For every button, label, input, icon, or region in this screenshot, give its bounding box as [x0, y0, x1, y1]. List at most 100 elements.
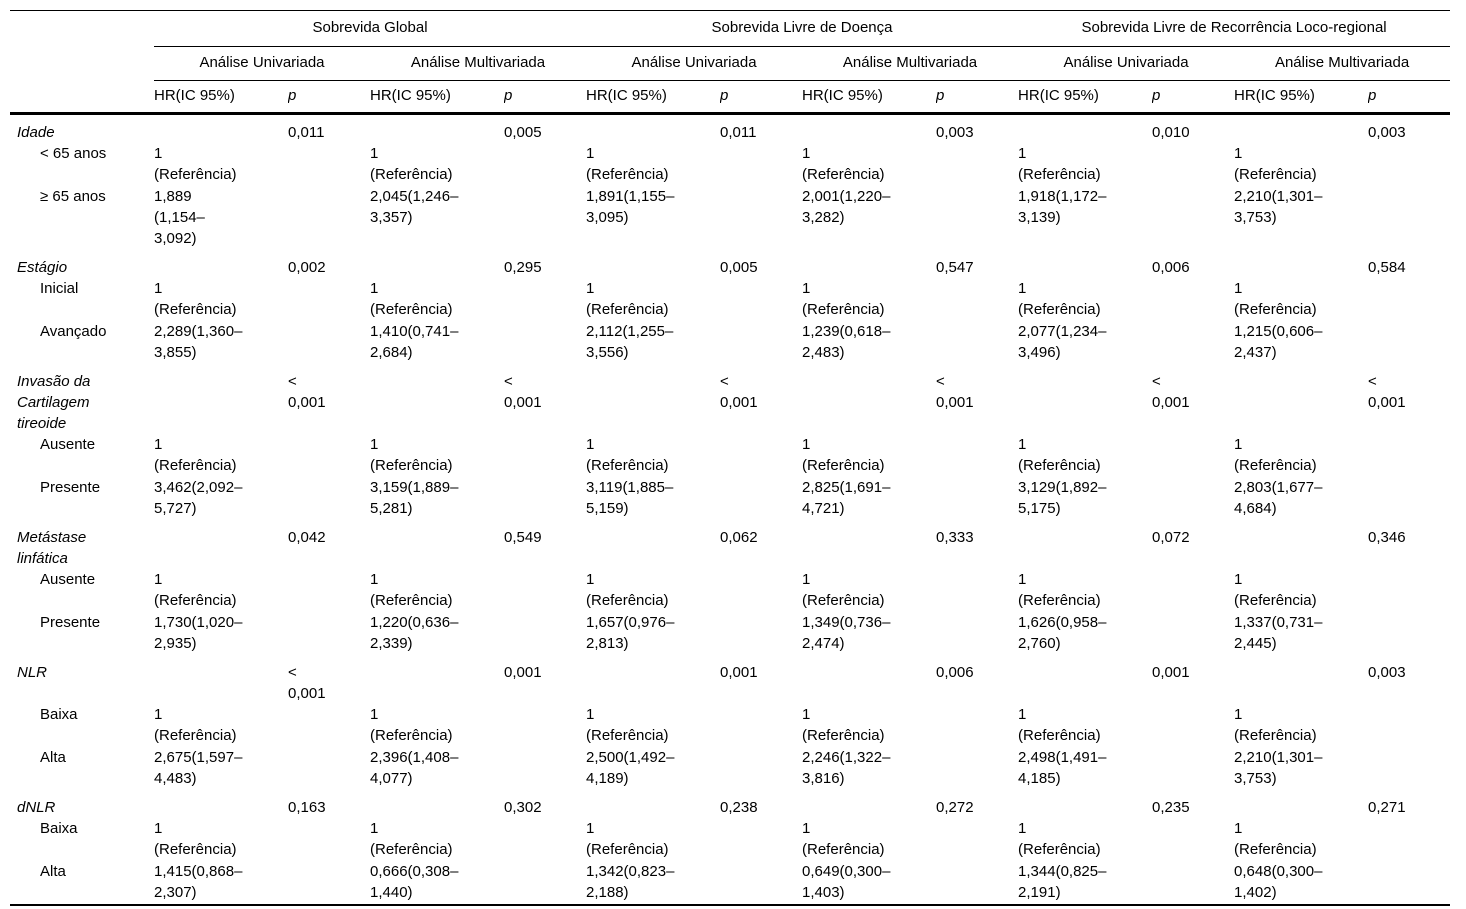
p-empty-cell — [288, 434, 370, 477]
hr-empty-cell — [586, 520, 720, 569]
hr-empty-cell — [370, 655, 504, 704]
p-empty-cell — [1152, 143, 1234, 186]
p-value-cell: 0,163 — [288, 799, 326, 816]
p-value-cell: 0,001 — [504, 664, 542, 681]
level-row: Avançado 2,289(1,360– 3,855) 1,410(0,741– … — [10, 321, 1450, 364]
p-empty-cell — [720, 186, 802, 250]
level-row: Ausente 1 (Referência) 1 (Referência) 1 (Re… — [10, 569, 1450, 612]
p-empty-cell — [1152, 477, 1234, 520]
p-empty-cell — [936, 861, 1018, 905]
group-header-row: Sobrevida Global Sobrevida Livre de Doen… — [10, 10, 1451, 47]
level-row: Baixa 1 (Referência) 1 (Referência) 1 (Refe… — [10, 818, 1450, 861]
level-label: Inicial — [40, 280, 79, 297]
p-empty-cell — [288, 818, 370, 861]
p-value-cell: 0,011 — [720, 124, 757, 141]
hr-column-header: HR(IC 95%) — [1018, 80, 1153, 115]
survival-analysis-table: Sobrevida Global Sobrevida Livre de Doen… — [10, 10, 1451, 906]
level-label: Presente — [40, 614, 101, 631]
column-header-row: HR(IC 95%) p HR(IC 95%) p HR(IC 95%) p H… — [10, 80, 1451, 115]
hr-value-cell: 2,246(1,322– 3,816) — [802, 749, 891, 787]
p-empty-cell — [1152, 434, 1234, 477]
analysis-header-row: Análise Univariada Análise Multivariada … — [10, 46, 1451, 81]
hr-empty-cell — [154, 364, 288, 434]
p-value-cell: 0,005 — [504, 124, 542, 141]
hr-value-cell: 1 (Referência) — [1018, 820, 1101, 858]
p-empty-cell — [1368, 186, 1450, 250]
analysis-header-multivariate: Análise Multivariada — [1234, 46, 1451, 81]
hr-value-cell: 1,239(0,618– 2,483) — [802, 323, 891, 361]
p-empty-cell — [1152, 747, 1234, 790]
p-empty-cell — [936, 321, 1018, 364]
stub-cell — [10, 11, 154, 47]
p-value-cell: 0,003 — [1368, 124, 1406, 141]
level-row: Baixa 1 (Referência) 1 (Referência) 1 (Refe… — [10, 704, 1450, 747]
hr-value-cell: 2,675(1,597– 4,483) — [154, 749, 243, 787]
hr-value-cell: 2,803(1,677– 4,684) — [1234, 479, 1323, 517]
hr-empty-cell — [1018, 250, 1152, 278]
p-value-cell: 0,010 — [1152, 124, 1190, 141]
p-empty-cell — [288, 477, 370, 520]
hr-value-cell: 3,159(1,889– 5,281) — [370, 479, 459, 517]
p-empty-cell — [936, 278, 1018, 321]
hr-empty-cell — [1234, 520, 1368, 569]
p-value-cell: 0,072 — [1152, 529, 1190, 546]
p-empty-cell — [720, 434, 802, 477]
table-body: Idade 0,011 0,005 0,011 0,003 0,010 0,003 < 65 … — [10, 114, 1450, 906]
hr-empty-cell — [154, 790, 288, 818]
hr-value-cell: 1 (Referência) — [370, 820, 453, 858]
hr-value-cell: 1,410(0,741– 2,684) — [370, 323, 459, 361]
p-empty-cell — [1368, 818, 1450, 861]
hr-value-cell: 0,649(0,300– 1,403) — [802, 863, 891, 901]
hr-empty-cell — [370, 250, 504, 278]
level-row: Ausente 1 (Referência) 1 (Referência) 1 (Re… — [10, 434, 1450, 477]
hr-value-cell: 1 (Referência) — [1234, 280, 1317, 318]
level-label: Baixa — [40, 706, 78, 723]
level-label: Avançado — [40, 323, 107, 340]
p-empty-cell — [720, 818, 802, 861]
analysis-header-univariate: Análise Univariada — [154, 46, 370, 81]
hr-value-cell: 1,415(0,868– 2,307) — [154, 863, 243, 901]
p-empty-cell — [1368, 477, 1450, 520]
p-empty-cell — [504, 704, 586, 747]
hr-empty-cell — [1234, 114, 1368, 144]
level-label: Alta — [40, 749, 66, 766]
p-empty-cell — [288, 569, 370, 612]
p-empty-cell — [504, 612, 586, 655]
hr-value-cell: 1 (Referência) — [586, 706, 669, 744]
hr-value-cell: 1 (Referência) — [1234, 145, 1317, 183]
p-empty-cell — [1152, 569, 1234, 612]
p-empty-cell — [936, 747, 1018, 790]
p-empty-cell — [936, 477, 1018, 520]
hr-column-header: HR(IC 95%) — [154, 80, 288, 115]
p-value-cell: 0,271 — [1368, 799, 1406, 816]
hr-empty-cell — [1234, 655, 1368, 704]
p-empty-cell — [1152, 704, 1234, 747]
hr-empty-cell — [586, 655, 720, 704]
p-empty-cell — [936, 186, 1018, 250]
hr-value-cell: 1 (Referência) — [586, 820, 669, 858]
variable-label: Metástase linfática — [17, 529, 87, 567]
p-empty-cell — [936, 569, 1018, 612]
group-header-disease-free-survival: Sobrevida Livre de Doença — [586, 10, 1019, 47]
hr-value-cell: 1,657(0,976– 2,813) — [586, 614, 675, 652]
hr-empty-cell — [802, 250, 936, 278]
hr-value-cell: 1,918(1,172– 3,139) — [1018, 188, 1107, 226]
stub-cell — [10, 47, 154, 81]
p-empty-cell — [288, 612, 370, 655]
hr-value-cell: 2,289(1,360– 3,855) — [154, 323, 243, 361]
hr-empty-cell — [154, 655, 288, 704]
p-empty-cell — [720, 278, 802, 321]
hr-value-cell: 3,119(1,885– 5,159) — [586, 479, 674, 517]
p-value-cell: 0,302 — [504, 799, 542, 816]
hr-value-cell: 1 (Referência) — [154, 145, 237, 183]
hr-empty-cell — [586, 250, 720, 278]
hr-value-cell: 1,730(1,020– 2,935) — [154, 614, 243, 652]
p-empty-cell — [936, 612, 1018, 655]
variable-label: dNLR — [17, 799, 56, 816]
p-empty-cell — [288, 747, 370, 790]
hr-empty-cell — [1018, 520, 1152, 569]
p-column-header: p — [936, 80, 1019, 115]
hr-value-cell: 2,500(1,492– 4,189) — [586, 749, 675, 787]
hr-value-cell: 2,001(1,220– 3,282) — [802, 188, 891, 226]
hr-value-cell: 1 (Referência) — [154, 571, 237, 609]
